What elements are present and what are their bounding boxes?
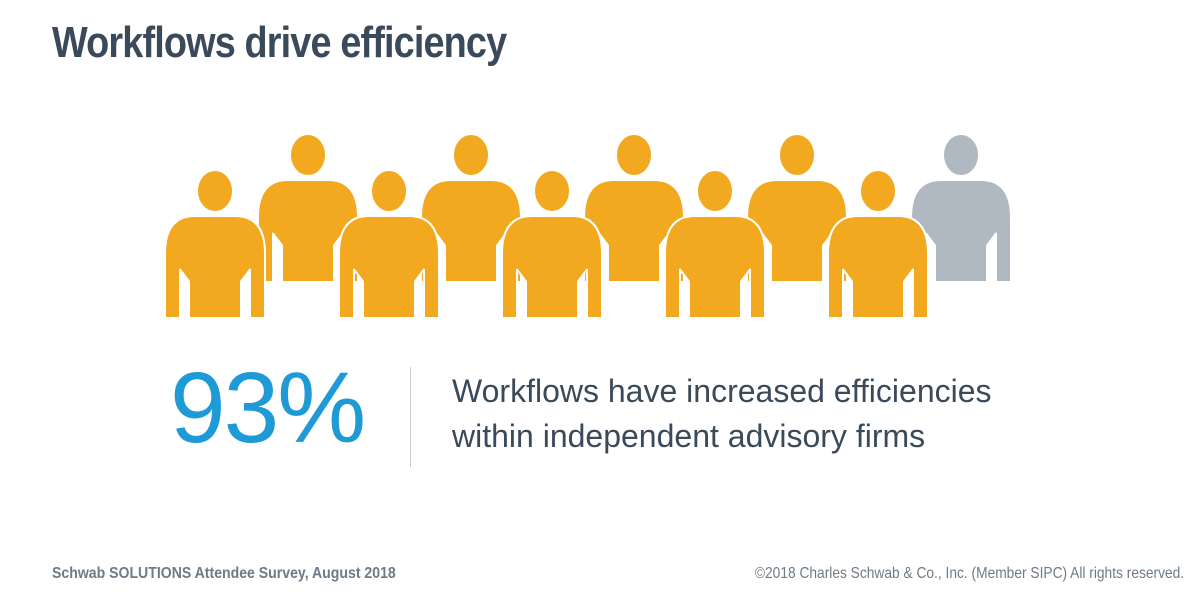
stat-percentage: 93% (170, 352, 366, 464)
person-icon (257, 133, 359, 283)
stat-divider (410, 367, 411, 467)
person-icon (501, 169, 603, 319)
stat-description-line-1: Workflows have increased efficiencies (452, 373, 992, 409)
person-icon (910, 133, 1012, 283)
copyright-notice: ©2018 Charles Schwab & Co., Inc. (Member… (754, 565, 1184, 582)
person-icon (164, 169, 266, 319)
person-icon (746, 133, 848, 283)
person-icon (827, 169, 929, 319)
person-icon (664, 169, 766, 319)
stat-description-line-2: within independent advisory firms (452, 418, 926, 454)
person-icon (583, 133, 685, 283)
page-title: Workflows drive efficiency (52, 18, 507, 67)
stat-description: Workflows have increased efficiencies wi… (452, 369, 992, 459)
person-icon (338, 169, 440, 319)
person-icon (420, 133, 522, 283)
survey-source: Schwab SOLUTIONS Attendee Survey, August… (52, 565, 396, 582)
